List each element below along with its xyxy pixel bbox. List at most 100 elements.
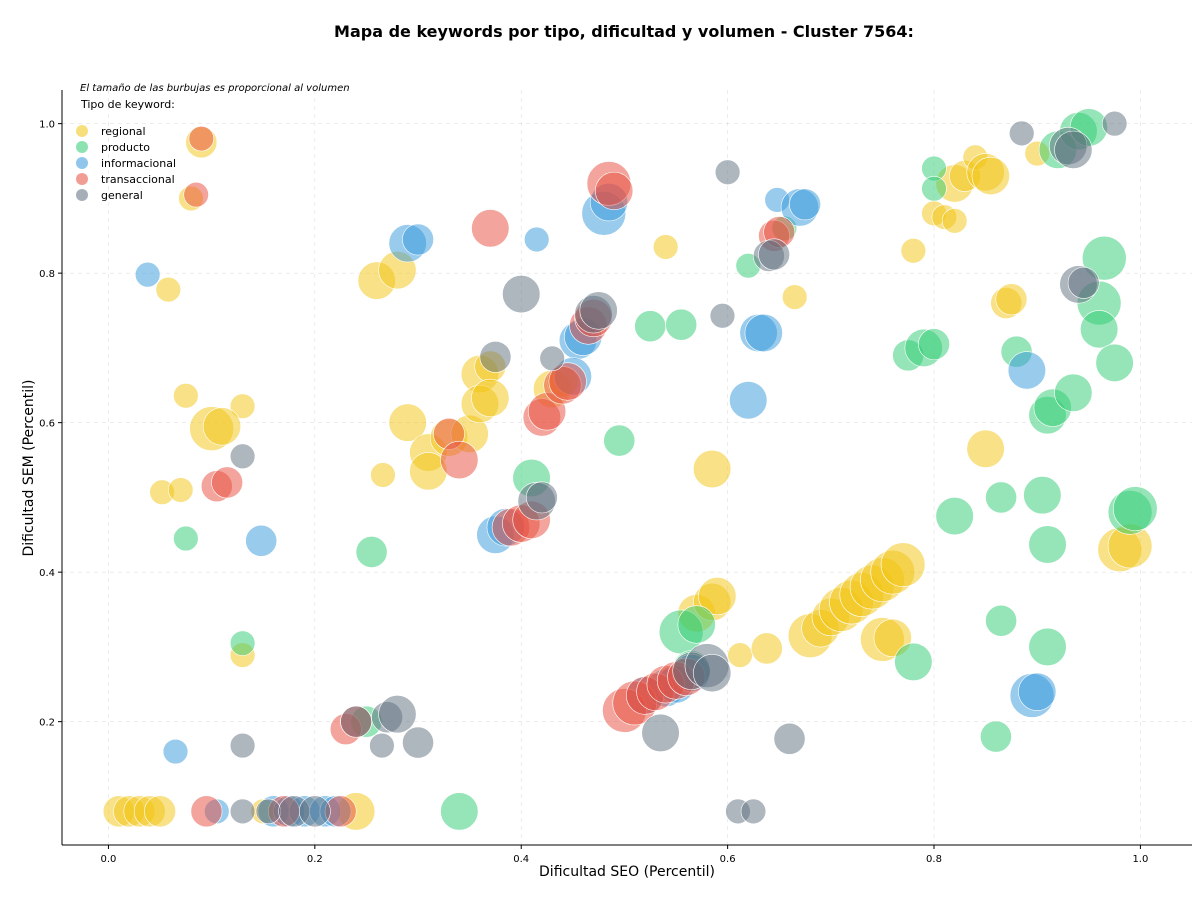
bubble-informacional <box>789 188 821 221</box>
bubble-producto <box>1028 525 1067 564</box>
bubble-producto <box>894 642 933 681</box>
bubble-general <box>369 732 395 759</box>
y-tick-label: 0.6 <box>39 419 55 430</box>
bubble-producto <box>918 328 950 361</box>
bubble-general <box>714 159 741 185</box>
bubble-producto <box>1023 476 1062 515</box>
y-axis-label: Dificultad SEM (Percentil) <box>21 380 37 557</box>
x-tick-label: 0.6 <box>720 854 736 865</box>
bubble-regional <box>202 407 242 446</box>
x-tick-label: 0.4 <box>513 854 529 865</box>
bubble-producto <box>440 792 479 831</box>
bubble-general <box>402 726 434 759</box>
volume-note: El tamaño de las burbujas es proporciona… <box>80 83 350 94</box>
bubble-general <box>1009 120 1035 147</box>
bubble-producto <box>1112 486 1158 531</box>
bubble-transaccional <box>190 795 223 828</box>
bubbles-layer <box>102 108 1158 831</box>
x-axis-label: Dificultad SEO (Percentil) <box>539 864 715 880</box>
bubble-informacional <box>245 524 278 557</box>
bubble-regional <box>971 156 1010 196</box>
bubble-regional <box>698 576 737 616</box>
bubble-regional <box>229 393 256 419</box>
y-tick-label: 0.8 <box>39 269 55 280</box>
bubble-informacional <box>402 223 434 256</box>
bubble-regional <box>173 383 199 409</box>
bubble-general <box>298 795 331 828</box>
bubble-informacional <box>1018 672 1057 711</box>
legend-marker-regional <box>76 125 88 137</box>
legend-marker-informacional <box>76 157 88 169</box>
bubble-general <box>773 722 806 755</box>
bubble-general <box>502 274 541 314</box>
bubble-general <box>579 291 618 330</box>
bubble-regional <box>750 632 783 665</box>
bubble-producto <box>1054 373 1093 412</box>
bubble-general <box>229 732 256 759</box>
bubble-producto <box>677 605 716 644</box>
bubble-producto <box>985 481 1017 514</box>
bubble-general <box>758 238 790 271</box>
bubble-producto <box>1081 235 1127 281</box>
bubble-general <box>539 345 565 372</box>
bubble-regional <box>727 642 753 668</box>
bubble-regional <box>995 283 1028 316</box>
bubble-regional <box>966 429 1005 468</box>
legend-marker-general <box>76 189 88 201</box>
bubble-regional <box>880 542 926 587</box>
y-tick-label: 1.0 <box>39 120 55 131</box>
chart-title: Mapa de keywords por tipo, dificultad y … <box>334 22 914 41</box>
bubble-producto <box>634 310 667 343</box>
bubble-informacional <box>729 381 768 420</box>
bubble-informacional <box>524 226 550 253</box>
bubble-producto <box>921 175 947 202</box>
bubble-regional <box>900 238 927 264</box>
legend-label-transaccional: transaccional <box>101 173 175 186</box>
legend-marker-transaccional <box>76 173 88 185</box>
bubble-general <box>1101 110 1128 137</box>
bubble-producto <box>1080 310 1119 349</box>
axes: 0.0 0.2 0.4 0.6 0.8 1.0 0.2 0.4 0.6 0.8 1.0 <box>39 90 1192 865</box>
bubble-transaccional <box>440 440 479 480</box>
legend: regional producto informacional transaccion… <box>76 125 176 202</box>
bubble-general <box>378 695 417 734</box>
bubble-regional <box>652 234 679 260</box>
bubble-producto <box>665 308 698 341</box>
bubble-general <box>1054 130 1093 169</box>
legend-label-regional: regional <box>101 125 146 138</box>
bubble-transaccional <box>471 209 510 248</box>
bubble-general <box>340 705 373 738</box>
bubble-regional <box>781 284 808 310</box>
bubble-regional <box>167 477 194 503</box>
bubble-transaccional <box>211 466 244 499</box>
bubble-regional <box>155 276 181 303</box>
bubble-producto <box>935 496 974 536</box>
bubble-producto <box>985 604 1017 637</box>
bubble-regional <box>471 378 510 418</box>
bubble-general <box>709 303 736 329</box>
bubble-general <box>255 798 282 825</box>
bubble-general <box>479 340 512 373</box>
x-tick-label: 0.2 <box>307 854 323 865</box>
bubble-producto <box>229 630 256 656</box>
bubble-transaccional <box>188 125 215 152</box>
bubble-general <box>229 443 256 469</box>
legend-title: Tipo de keyword: <box>80 98 175 111</box>
bubble-regional <box>144 795 176 828</box>
legend-label-informacional: informacional <box>101 157 176 170</box>
x-tick-label: 1.0 <box>1132 854 1148 865</box>
bubble-general <box>1067 266 1100 299</box>
bubble-producto <box>173 525 199 552</box>
bubble-informacional <box>162 738 189 765</box>
bubble-producto <box>980 720 1012 753</box>
bubble-transaccional <box>595 171 634 211</box>
y-tick-label: 0.2 <box>39 718 55 729</box>
x-tick-label: 0.0 <box>100 854 116 865</box>
y-tick-label: 0.4 <box>39 568 55 579</box>
bubble-general <box>641 713 680 752</box>
bubble-producto <box>355 536 388 568</box>
legend-label-producto: producto <box>101 141 150 154</box>
bubble-informacional <box>134 261 161 288</box>
bubble-informacional <box>1007 351 1046 390</box>
bubble-general <box>525 481 558 514</box>
